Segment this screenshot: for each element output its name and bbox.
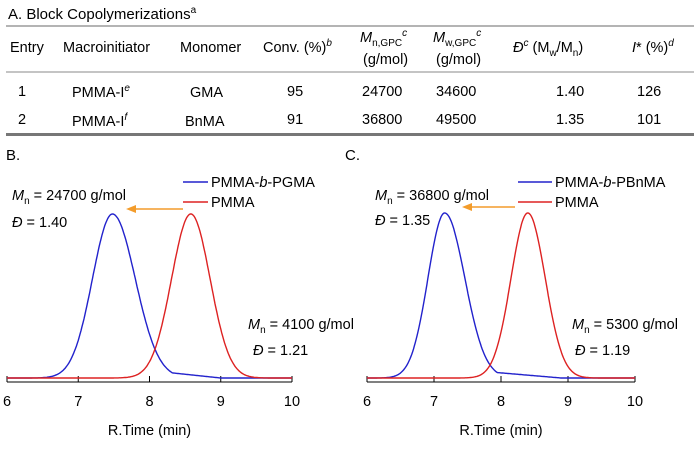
cell-mn: 24700 <box>362 84 402 100</box>
cell-conversion: 91 <box>287 112 303 128</box>
annotation-block-mn: Mn = 36800 g/mol <box>375 188 489 207</box>
cell-monomer: BnMA <box>185 114 225 130</box>
x-axis-label: R.Time (min) <box>108 423 191 439</box>
cell-mw: 49500 <box>436 112 476 128</box>
cell-macroinitiator: PMMA-Ie <box>72 83 130 101</box>
annotation-homo-dispersity: Đ = 1.21 <box>253 343 308 359</box>
annotation-block-mn: Mn = 24700 g/mol <box>12 188 126 207</box>
table-row: 1 PMMA-Ie GMA 95 24700 34600 1.40 126 <box>18 83 661 101</box>
cell-conversion: 95 <box>287 84 303 100</box>
annotation-block-dispersity: Đ = 1.35 <box>375 213 430 229</box>
x-axis-label: R.Time (min) <box>459 423 542 439</box>
cell-initiator-efficiency: 101 <box>637 112 661 128</box>
shift-arrow-head <box>462 203 472 211</box>
cell-mn: 36800 <box>362 112 402 128</box>
header-dispersity: Đc (Mw/Mn) <box>513 38 583 59</box>
chart-panel-b: B. 6 7 8 9 10 R.Time (min) PMMA-b-PGMA PMMA Mn = … <box>3 147 354 439</box>
header-mw-unit: (g/mol) <box>436 52 481 68</box>
panel-label: B. <box>6 147 20 164</box>
table-body: 1 PMMA-Ie GMA 95 24700 34600 1.40 126 2 … <box>18 83 661 130</box>
header-monomer: Monomer <box>180 40 241 56</box>
legend-label: PMMA <box>555 195 599 211</box>
cell-monomer: GMA <box>190 85 223 101</box>
x-tick-label: 7 <box>74 394 82 410</box>
cell-mw: 34600 <box>436 84 476 100</box>
x-tick-label: 10 <box>284 394 300 410</box>
series-line-pmma <box>367 212 635 379</box>
table-title: A. Block Copolymerizationsa <box>8 5 197 23</box>
x-tick-label: 6 <box>363 394 371 410</box>
table: A. Block Copolymerizationsa Entry Macroi… <box>6 5 694 136</box>
legend-label: PMMA-b-PBnMA <box>555 175 666 191</box>
x-tick-label: 9 <box>564 394 572 410</box>
cell-macroinitiator: PMMA-If <box>72 112 128 130</box>
x-tick-label: 8 <box>497 394 505 410</box>
header-initiator-efficiency: I* (%)d <box>632 38 674 56</box>
cell-initiator-efficiency: 126 <box>637 84 661 100</box>
header-entry: Entry <box>10 40 45 56</box>
header-mn-unit: (g/mol) <box>363 52 408 68</box>
annotation-homo-mn: Mn = 5300 g/mol <box>572 317 678 336</box>
legend-label: PMMA-b-PGMA <box>211 175 315 191</box>
panel-label: C. <box>345 147 360 164</box>
x-tick-label: 10 <box>627 394 643 410</box>
chart-panel-c: C. 6 7 8 9 10 R.Time (min) PMMA-b-PBnMA PMMA Mn =… <box>345 147 678 439</box>
cell-entry: 1 <box>18 84 26 100</box>
annotation-block-dispersity: Đ = 1.40 <box>12 215 67 231</box>
cell-entry: 2 <box>18 112 26 128</box>
annotation-homo-mn: Mn = 4100 g/mol <box>248 317 354 336</box>
annotation-homo-dispersity: Đ = 1.19 <box>575 343 630 359</box>
header-conversion: Conv. (%)b <box>263 38 332 56</box>
x-tick-label: 7 <box>430 394 438 410</box>
header-mw: Mw,GPCc <box>433 28 481 49</box>
x-tick-label: 6 <box>3 394 11 410</box>
cell-dispersity: 1.40 <box>556 84 584 100</box>
header-mn: Mn,GPCc <box>360 28 407 49</box>
table-header: Entry Macroinitiator Monomer Conv. (%)b … <box>10 28 674 68</box>
x-tick-label: 8 <box>145 394 153 410</box>
shift-arrow-head <box>126 205 136 213</box>
cell-dispersity: 1.35 <box>556 112 584 128</box>
table-row: 2 PMMA-If BnMA 91 36800 49500 1.35 101 <box>18 112 661 130</box>
series-line-block-copolymer <box>7 213 292 379</box>
series-line-pmma <box>7 213 292 379</box>
header-macroinitiator: Macroinitiator <box>63 40 150 56</box>
x-tick-label: 9 <box>217 394 225 410</box>
table-bottom-rule <box>6 133 694 136</box>
legend-label: PMMA <box>211 195 255 211</box>
